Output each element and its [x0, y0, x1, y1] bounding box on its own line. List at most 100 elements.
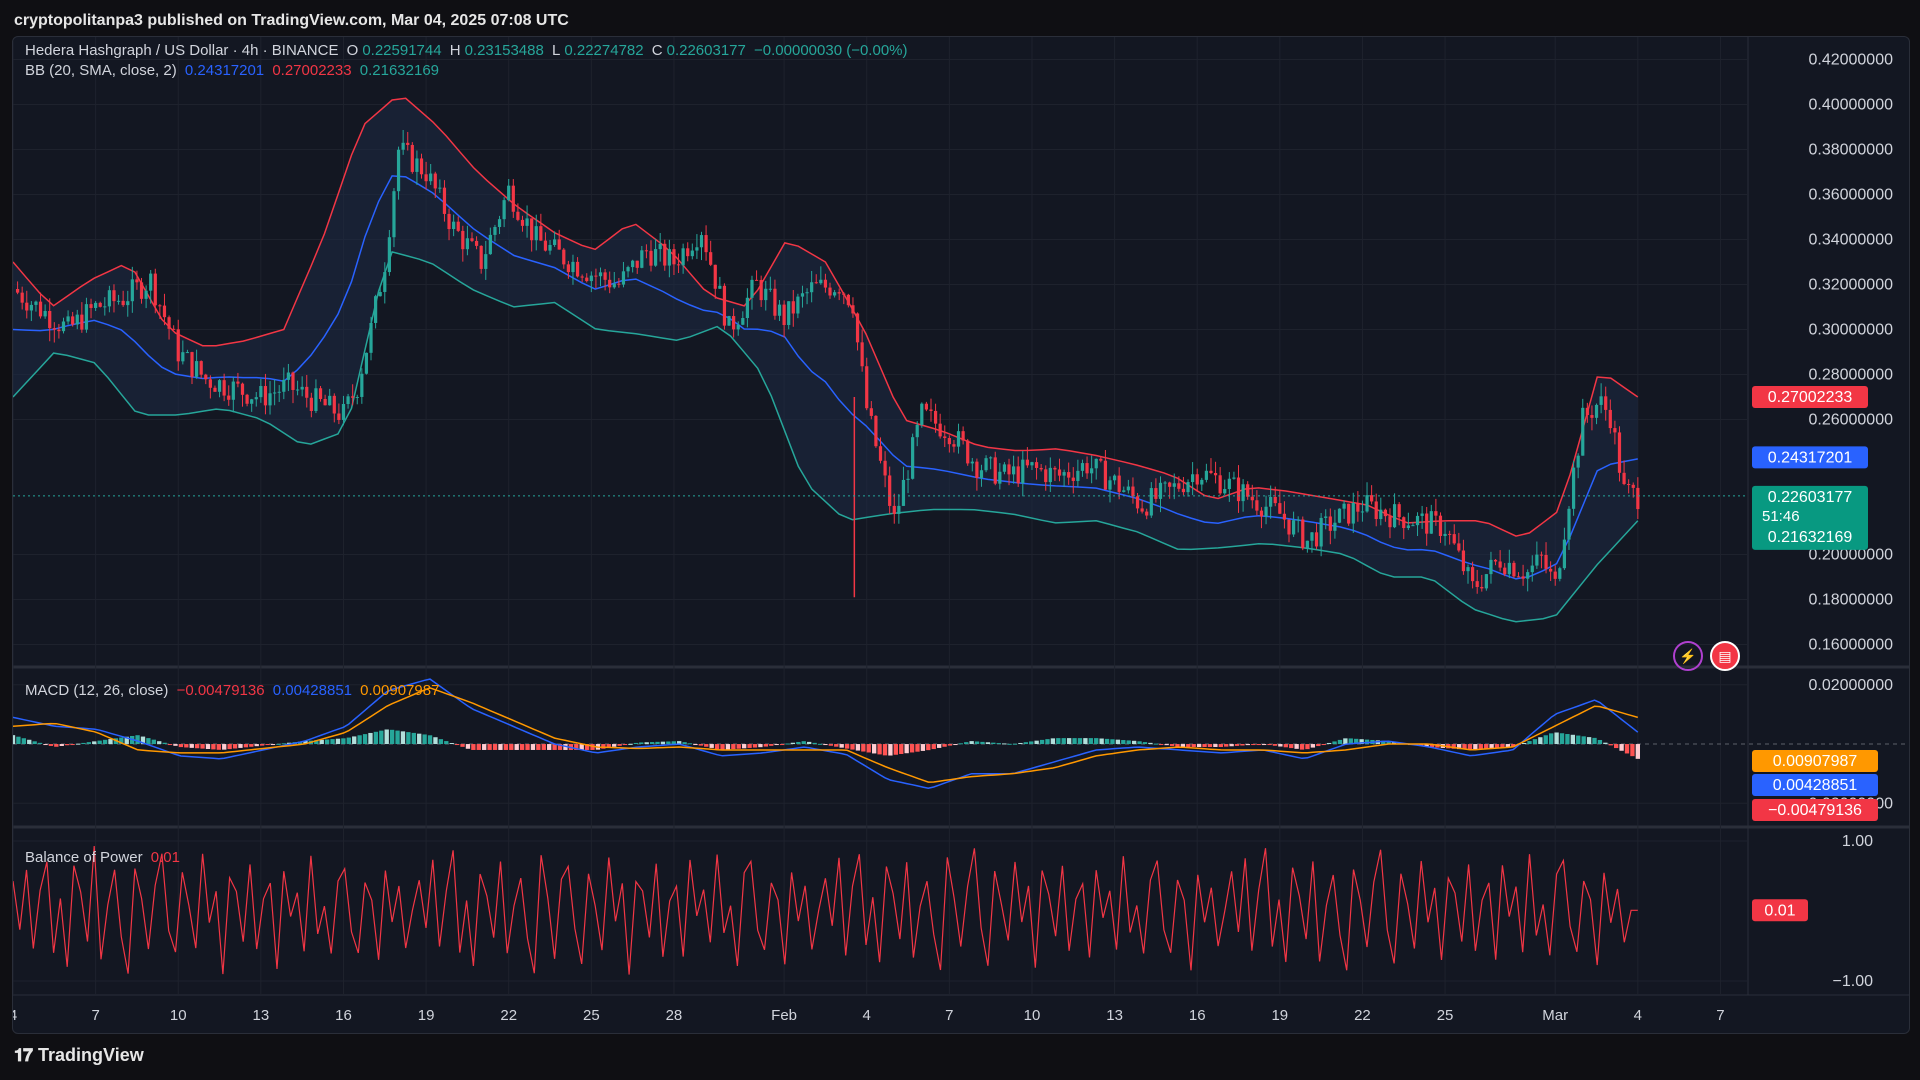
candle-body[interactable] — [704, 235, 708, 253]
candle-body[interactable] — [34, 301, 38, 305]
candle-body[interactable] — [1443, 533, 1447, 537]
candle-body[interactable] — [621, 271, 626, 285]
candle-body[interactable] — [566, 264, 570, 273]
candle-body[interactable] — [1480, 586, 1484, 589]
candle-body[interactable] — [745, 297, 749, 318]
candle-body[interactable] — [1071, 477, 1075, 481]
candle-body[interactable] — [139, 282, 144, 299]
candle-body[interactable] — [1232, 477, 1236, 479]
candle-body[interactable] — [1337, 508, 1342, 523]
candle-body[interactable] — [38, 301, 43, 317]
bop-line[interactable] — [13, 845, 1638, 975]
candle-body[interactable] — [1636, 487, 1640, 510]
candle-body[interactable] — [520, 219, 525, 226]
candle-body[interactable] — [676, 264, 681, 266]
bb-label[interactable]: BB (20, SMA, close, 2) — [25, 62, 177, 79]
candle-body[interactable] — [1484, 574, 1488, 589]
candle-body[interactable] — [1140, 508, 1144, 512]
candle-body[interactable] — [254, 397, 258, 400]
candle-body[interactable] — [1466, 567, 1470, 572]
candle-body[interactable] — [162, 305, 167, 318]
candle-body[interactable] — [1282, 513, 1287, 520]
candle-body[interactable] — [66, 316, 70, 322]
candle-body[interactable] — [1516, 576, 1521, 578]
candle-body[interactable] — [144, 290, 148, 299]
candle-body[interactable] — [530, 218, 534, 241]
candle-body[interactable] — [236, 381, 240, 384]
candle-body[interactable] — [1507, 562, 1511, 575]
candle-body[interactable] — [429, 173, 433, 182]
candle-body[interactable] — [1172, 483, 1176, 487]
candle-body[interactable] — [121, 300, 125, 306]
candle-body[interactable] — [617, 283, 621, 285]
candle-body[interactable] — [153, 273, 157, 306]
candle-body[interactable] — [1278, 503, 1282, 514]
candle-body[interactable] — [1296, 519, 1300, 521]
candle-body[interactable] — [956, 431, 961, 447]
candle-body[interactable] — [112, 290, 116, 302]
candle-body[interactable] — [1324, 516, 1328, 518]
candle-body[interactable] — [832, 292, 837, 296]
candle-body[interactable] — [1103, 460, 1108, 490]
candle-body[interactable] — [635, 260, 639, 268]
candle-body[interactable] — [819, 279, 823, 284]
candle-body[interactable] — [750, 279, 754, 298]
candle-body[interactable] — [961, 431, 965, 441]
candle-body[interactable] — [598, 272, 603, 277]
candle-body[interactable] — [323, 398, 327, 406]
candle-body[interactable] — [1246, 484, 1250, 497]
candle-body[interactable] — [970, 461, 974, 464]
candle-body[interactable] — [231, 381, 235, 400]
candle-body[interactable] — [892, 505, 896, 514]
candle-body[interactable] — [406, 142, 410, 145]
candle-body[interactable] — [208, 379, 212, 388]
candle-body[interactable] — [387, 237, 391, 273]
candle-body[interactable] — [1002, 464, 1007, 472]
candle-body[interactable] — [227, 395, 231, 400]
candle-body[interactable] — [1438, 515, 1443, 537]
candle-body[interactable] — [190, 352, 194, 377]
candle-body[interactable] — [43, 310, 47, 317]
candle-body[interactable] — [768, 288, 772, 290]
candle-body[interactable] — [474, 240, 479, 246]
candle-body[interactable] — [1213, 473, 1218, 476]
candle-body[interactable] — [1053, 467, 1057, 470]
candle-body[interactable] — [1163, 482, 1167, 484]
candle-body[interactable] — [1158, 482, 1163, 499]
candle-body[interactable] — [888, 475, 892, 506]
candle-body[interactable] — [1599, 396, 1603, 405]
candle-body[interactable] — [699, 235, 704, 248]
candle-body[interactable] — [328, 395, 332, 406]
candle-body[interactable] — [924, 403, 929, 410]
candle-body[interactable] — [194, 361, 199, 377]
candle-body[interactable] — [594, 275, 598, 277]
candle-body[interactable] — [1627, 484, 1631, 486]
candle-body[interactable] — [1209, 470, 1213, 474]
candle-body[interactable] — [1457, 543, 1461, 551]
candle-body[interactable] — [1347, 503, 1351, 524]
candle-body[interactable] — [309, 397, 313, 411]
candle-body[interactable] — [649, 250, 653, 266]
candle-body[interactable] — [695, 247, 699, 251]
candle-body[interactable] — [1526, 572, 1530, 579]
candle-body[interactable] — [727, 316, 731, 326]
candle-body[interactable] — [1530, 565, 1534, 573]
candle-body[interactable] — [20, 292, 24, 303]
candle-body[interactable] — [777, 304, 782, 316]
candle-body[interactable] — [1025, 459, 1029, 466]
candle-body[interactable] — [300, 386, 304, 390]
candle-body[interactable] — [897, 505, 901, 514]
candle-body[interactable] — [1154, 488, 1158, 499]
candle-body[interactable] — [61, 321, 66, 332]
candle-body[interactable] — [989, 457, 993, 459]
chart-frame[interactable]: 4 7 10 13 16 19 22 25 28 Feb 4 7 10 13 16 19 22 25 Mar 4 7 0.… — [12, 36, 1910, 1034]
candle-body[interactable] — [424, 174, 428, 182]
candle-body[interactable] — [1590, 415, 1594, 418]
candle-body[interactable] — [975, 461, 979, 478]
candle-body[interactable] — [1145, 511, 1149, 516]
candle-body[interactable] — [631, 260, 635, 268]
candle-body[interactable] — [1406, 525, 1410, 529]
candle-body[interactable] — [580, 276, 584, 278]
candle-body[interactable] — [1604, 396, 1608, 410]
candle-body[interactable] — [1549, 568, 1553, 572]
